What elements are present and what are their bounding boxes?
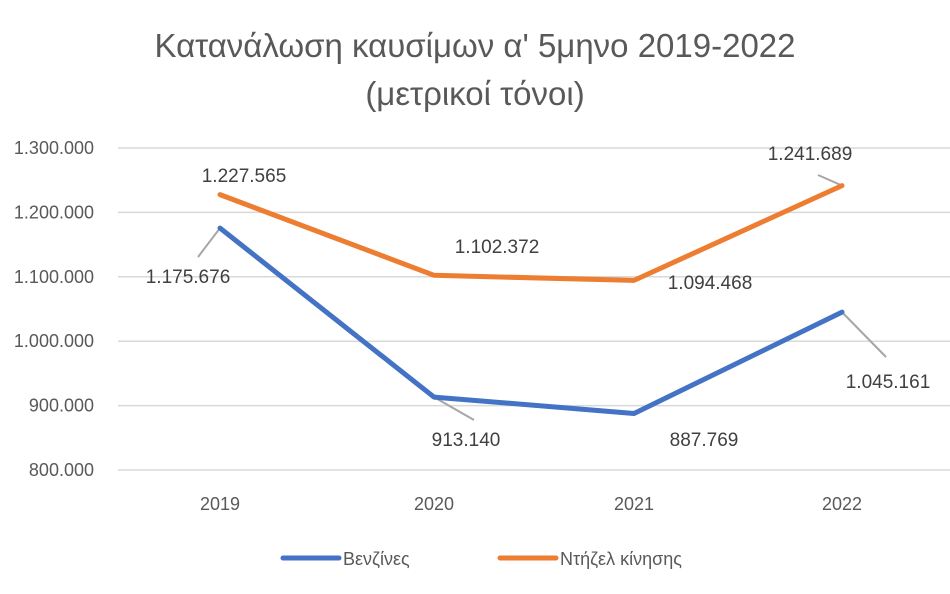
data-label-leader (197, 227, 221, 258)
data-label-diesel: 1.102.372 (455, 237, 540, 258)
x-tick-label: 2022 (822, 494, 862, 514)
chart-subtitle: (μετρικοί τόνοι) (365, 75, 585, 112)
data-label-leader (817, 174, 843, 187)
data-label-diesel: 1.094.468 (668, 273, 753, 294)
chart-title: Κατανάλωση καυσίμων α' 5μηνο 2019-2022 (154, 27, 796, 64)
y-tick-label: 800.000 (29, 460, 94, 480)
data-label-benzines: 1.175.676 (146, 267, 231, 288)
data-label-diesel: 1.227.565 (202, 166, 287, 187)
x-tick-label: 2021 (614, 494, 654, 514)
y-tick-label: 900.000 (29, 396, 94, 416)
data-label-diesel: 1.241.689 (768, 144, 853, 165)
data-label-benzines: 1.045.161 (846, 372, 931, 393)
legend-label: Βενζίνες (343, 549, 410, 569)
x-tick-label: 2020 (414, 494, 454, 514)
y-tick-label: 1.300.000 (14, 138, 94, 158)
data-label-leader (841, 311, 887, 358)
series-line-benzines (217, 225, 845, 416)
series-line-diesel (217, 183, 845, 283)
legend-label: Ντήζελ κίνησης (560, 549, 682, 569)
data-label-leader (433, 396, 475, 421)
data-label-benzines: 913.140 (432, 430, 501, 451)
y-tick-label: 1.200.000 (14, 202, 94, 222)
x-tick-label: 2019 (200, 494, 240, 514)
y-tick-label: 1.000.000 (14, 331, 94, 351)
y-tick-label: 1.100.000 (14, 267, 94, 287)
data-label-benzines: 887.769 (670, 430, 739, 451)
